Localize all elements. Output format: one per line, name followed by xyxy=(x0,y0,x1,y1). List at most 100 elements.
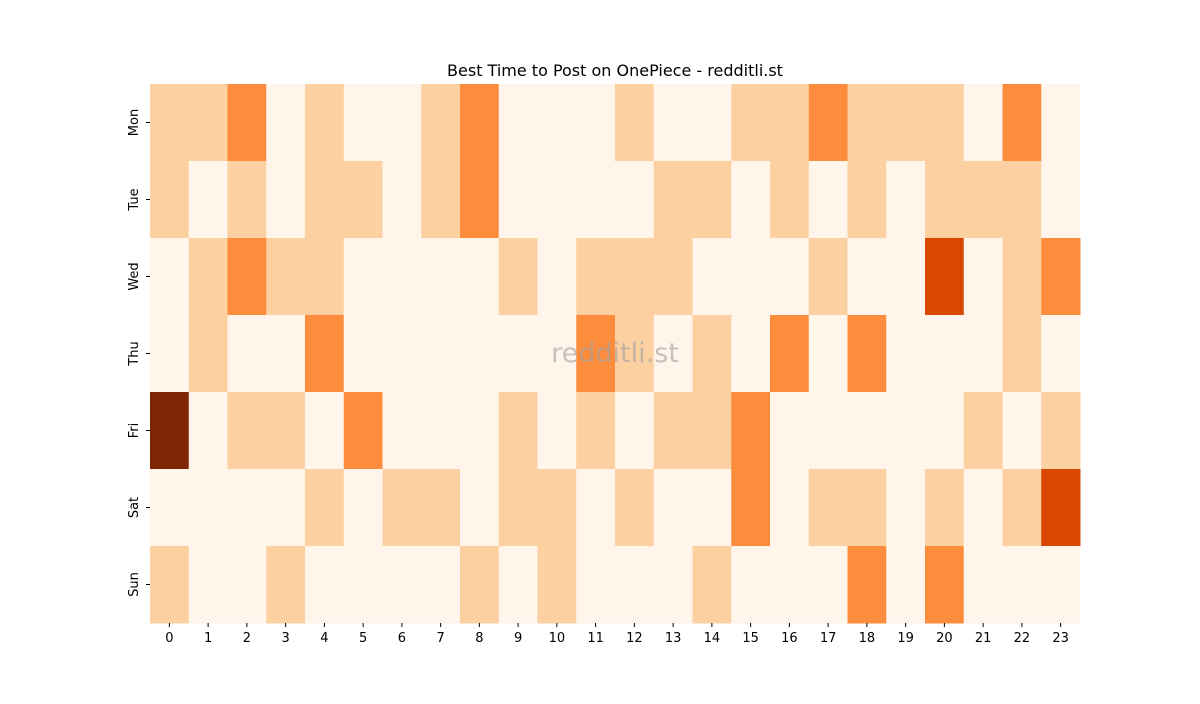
heatmap-cell-Sat-18 xyxy=(847,469,887,547)
heatmap-cell-Sun-7 xyxy=(421,546,461,624)
heatmap-cell-Fri-14 xyxy=(692,392,732,470)
x-tick-label: 11 xyxy=(587,631,604,646)
heatmap-cell-Wed-11 xyxy=(576,238,616,316)
x-tick-label: 4 xyxy=(320,631,328,646)
heatmap-cell-Tue-6 xyxy=(382,161,422,239)
heatmap-cell-Sun-9 xyxy=(498,546,538,624)
y-tick-label: Fri xyxy=(127,423,142,439)
heatmap-cell-Fri-15 xyxy=(731,392,771,470)
heatmap-cell-Tue-4 xyxy=(305,161,345,239)
heatmap-cell-Mon-4 xyxy=(305,84,345,162)
heatmap-cell-Tue-20 xyxy=(925,161,965,239)
heatmap-cell-Fri-4 xyxy=(305,392,345,470)
heatmap-cell-Tue-14 xyxy=(692,161,732,239)
x-tick-label: 3 xyxy=(281,631,289,646)
heatmap-cell-Sun-5 xyxy=(343,546,383,624)
x-tick-label: 7 xyxy=(436,631,444,646)
heatmap-cell-Fri-23 xyxy=(1041,392,1081,470)
x-tick-label: 13 xyxy=(665,631,682,646)
heatmap-cell-Fri-9 xyxy=(498,392,538,470)
heatmap-cell-Fri-5 xyxy=(343,392,383,470)
heatmap-cell-Thu-13 xyxy=(653,315,693,393)
y-tick-label: Thu xyxy=(127,341,142,366)
heatmap-cell-Fri-19 xyxy=(886,392,926,470)
heatmap-cell-Fri-1 xyxy=(188,392,228,470)
x-tick-label: 0 xyxy=(165,631,173,646)
heatmap-cell-Sat-16 xyxy=(770,469,810,547)
heatmap-cell-Wed-15 xyxy=(731,238,771,316)
heatmap-cell-Fri-11 xyxy=(576,392,616,470)
heatmap-cell-Sun-3 xyxy=(266,546,306,624)
heatmap-cell-Sun-16 xyxy=(770,546,810,624)
heatmap-cell-Thu-17 xyxy=(808,315,848,393)
heatmap-cell-Sun-15 xyxy=(731,546,771,624)
heatmap-cell-Thu-12 xyxy=(615,315,655,393)
heatmap-cell-Thu-22 xyxy=(1002,315,1042,393)
heatmap-cell-Fri-2 xyxy=(227,392,267,470)
y-tick-label: Sun xyxy=(127,572,142,597)
heatmap-cell-Wed-6 xyxy=(382,238,422,316)
heatmap-cell-Wed-4 xyxy=(305,238,345,316)
heatmap-cell-Thu-8 xyxy=(460,315,500,393)
heatmap-cell-Mon-12 xyxy=(615,84,655,162)
heatmap-cell-Tue-16 xyxy=(770,161,810,239)
x-tick-label: 12 xyxy=(626,631,643,646)
heatmap-cell-Sun-22 xyxy=(1002,546,1042,624)
heatmap-cell-Fri-12 xyxy=(615,392,655,470)
heatmap-cell-Sat-23 xyxy=(1041,469,1081,547)
x-tick-label: 9 xyxy=(514,631,522,646)
heatmap-cell-Mon-15 xyxy=(731,84,771,162)
heatmap-cell-Wed-19 xyxy=(886,238,926,316)
chart-title: Best Time to Post on OnePiece - redditli… xyxy=(447,61,783,80)
heatmap-cell-Tue-0 xyxy=(150,161,190,239)
heatmap-cell-Sat-3 xyxy=(266,469,306,547)
heatmap-cell-Sun-6 xyxy=(382,546,422,624)
y-tick-label: Mon xyxy=(127,109,142,136)
heatmap-cell-Wed-9 xyxy=(498,238,538,316)
heatmap-cell-Tue-18 xyxy=(847,161,887,239)
heatmap-cell-Thu-10 xyxy=(537,315,577,393)
heatmap-cell-Thu-15 xyxy=(731,315,771,393)
heatmap-cell-Fri-6 xyxy=(382,392,422,470)
heatmap-cell-Sat-9 xyxy=(498,469,538,547)
heatmap-cell-Wed-20 xyxy=(925,238,965,316)
heatmap-cell-Fri-8 xyxy=(460,392,500,470)
heatmap-cell-Sun-17 xyxy=(808,546,848,624)
heatmap-cell-Tue-2 xyxy=(227,161,267,239)
y-tick-label: Sat xyxy=(127,497,142,518)
heatmap-cell-Thu-19 xyxy=(886,315,926,393)
heatmap-cell-Tue-22 xyxy=(1002,161,1042,239)
watermark: redditli.st xyxy=(551,338,679,369)
heatmap-cell-Thu-9 xyxy=(498,315,538,393)
heatmap-cell-Sat-1 xyxy=(188,469,228,547)
heatmap-cell-Sat-7 xyxy=(421,469,461,547)
heatmap-cell-Sat-0 xyxy=(150,469,190,547)
heatmap-cell-Fri-10 xyxy=(537,392,577,470)
heatmap-cell-Sun-2 xyxy=(227,546,267,624)
x-tick-label: 6 xyxy=(398,631,406,646)
heatmap-cell-Sat-5 xyxy=(343,469,383,547)
heatmap-cell-Mon-7 xyxy=(421,84,461,162)
heatmap-cell-Wed-22 xyxy=(1002,238,1042,316)
heatmap-cell-Sun-23 xyxy=(1041,546,1081,624)
heatmap-cell-Wed-7 xyxy=(421,238,461,316)
heatmap-cell-Tue-9 xyxy=(498,161,538,239)
heatmap-cell-Tue-23 xyxy=(1041,161,1081,239)
heatmap-cell-Mon-16 xyxy=(770,84,810,162)
heatmap-cell-Fri-13 xyxy=(653,392,693,470)
heatmap-cell-Thu-20 xyxy=(925,315,965,393)
heatmap-cell-Mon-17 xyxy=(808,84,848,162)
heatmap-cell-Sun-12 xyxy=(615,546,655,624)
heatmap-cell-Sun-11 xyxy=(576,546,616,624)
heatmap-cell-Mon-8 xyxy=(460,84,500,162)
heatmap-cell-Wed-18 xyxy=(847,238,887,316)
heatmap-cell-Tue-15 xyxy=(731,161,771,239)
x-tick-label: 10 xyxy=(549,631,566,646)
x-tick-label: 8 xyxy=(475,631,483,646)
heatmap-cell-Tue-11 xyxy=(576,161,616,239)
x-tick-label: 15 xyxy=(742,631,759,646)
heatmap-cell-Thu-2 xyxy=(227,315,267,393)
heatmap-cell-Sun-10 xyxy=(537,546,577,624)
heatmap-cell-Wed-10 xyxy=(537,238,577,316)
